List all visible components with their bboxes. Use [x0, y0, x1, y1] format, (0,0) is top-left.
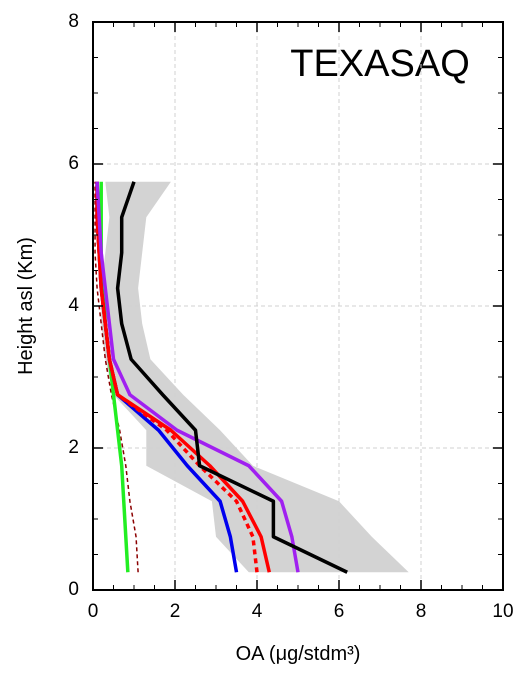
y-axis-label: Height asl (Km) [15, 237, 37, 375]
x-tick-label: 2 [170, 601, 181, 622]
y-tick-label: 8 [68, 11, 79, 32]
profile-line [95, 181, 272, 573]
chart-title: TEXASAQ [290, 43, 470, 85]
x-tick-label: 4 [252, 601, 263, 622]
y-tick-label: 6 [68, 153, 79, 174]
spread-band [101, 181, 409, 573]
x-tick-label: 6 [334, 601, 345, 622]
x-tick-label: 0 [88, 601, 99, 622]
y-tick-label: 0 [68, 579, 79, 600]
x-tick-label: 10 [492, 601, 513, 622]
profile-line [95, 181, 300, 573]
y-tick-label: 2 [68, 437, 79, 458]
profile-line [115, 181, 348, 574]
x-tick-label: 8 [416, 601, 427, 622]
y-tick-label: 4 [68, 295, 79, 316]
x-axis-label: OA (μg/stdm³) [236, 643, 361, 665]
profile-line [94, 181, 139, 573]
